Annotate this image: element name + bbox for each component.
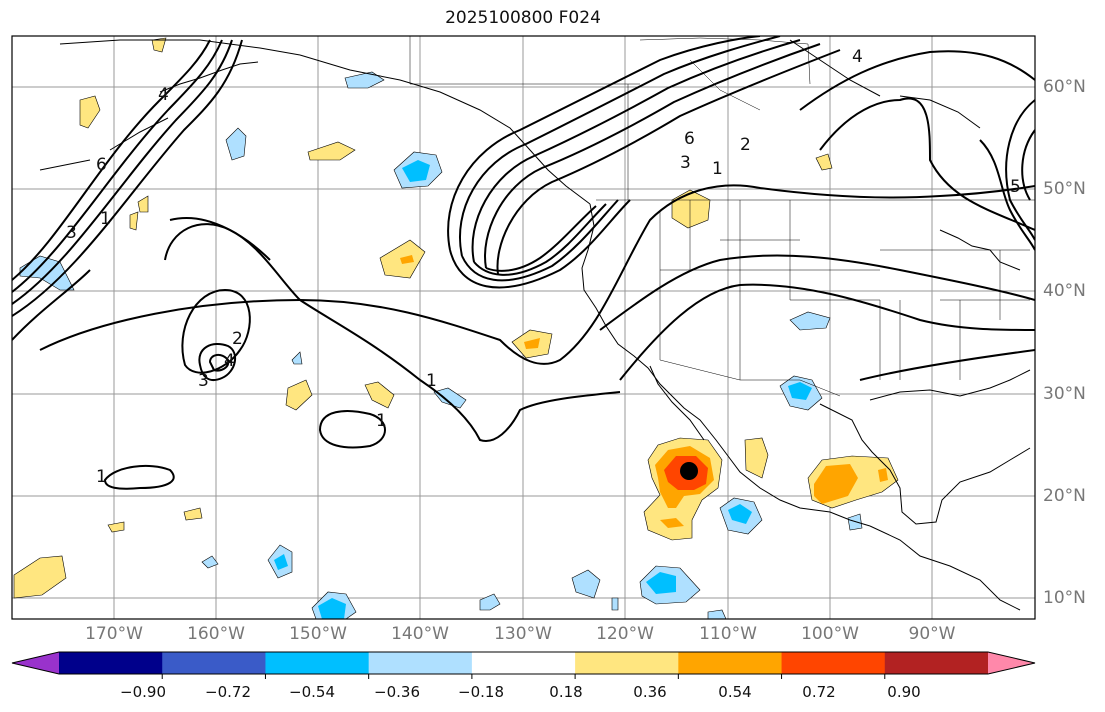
coastlines xyxy=(39,39,1031,611)
colorbar-tick-label: −0.72 xyxy=(205,683,251,701)
lon-label-90w: 90°W xyxy=(908,624,956,644)
contour-label: 1 xyxy=(100,209,111,229)
anomaly-fills xyxy=(13,37,899,619)
contour-label: 6 xyxy=(96,155,107,175)
colorbar-bin xyxy=(162,652,266,674)
contour-label: 1 xyxy=(376,411,387,431)
colorbar-bin xyxy=(471,652,576,674)
lon-label-150w: 150°W xyxy=(289,624,347,644)
graticule xyxy=(12,36,1035,619)
colorbar-bin xyxy=(265,652,370,674)
map-title: 2025100800 F024 xyxy=(445,8,601,28)
lat-label-20n: 20°N xyxy=(1043,486,1086,506)
colorbar-extend-max xyxy=(988,652,1035,674)
colorbar-tick-label: −0.18 xyxy=(458,683,504,701)
colorbar-bin xyxy=(781,652,886,674)
colorbar-bin xyxy=(678,652,783,674)
contour-lines xyxy=(12,36,1035,490)
colorbar xyxy=(11,651,1036,679)
colorbar-bin xyxy=(59,652,163,674)
lon-label-100w: 100°W xyxy=(801,624,859,644)
storm-center-marker xyxy=(680,462,698,480)
colorbar-tick-label: 0.72 xyxy=(802,683,836,701)
map-frame xyxy=(11,35,1036,620)
colorbar-tick-label: 0.54 xyxy=(718,683,752,701)
colorbar-extend-min xyxy=(12,652,59,674)
lat-label-40n: 40°N xyxy=(1043,281,1086,301)
contour-label: 1 xyxy=(712,159,723,179)
contour-label: 3 xyxy=(66,223,77,243)
contour-label: 6 xyxy=(684,129,695,149)
lat-label-30n: 30°N xyxy=(1043,384,1086,404)
colorbar-bin xyxy=(575,652,679,674)
colorbar-bin xyxy=(884,652,989,674)
contour-label: 2 xyxy=(740,135,751,155)
lat-label-50n: 50°N xyxy=(1043,179,1086,199)
colorbar-tick-label: −0.90 xyxy=(120,683,166,701)
colorbar-outline xyxy=(11,651,1036,675)
colorbar-tick-label: 0.36 xyxy=(633,683,667,701)
lon-label-170w: 170°W xyxy=(85,624,143,644)
colorbar-tick-label: −0.54 xyxy=(289,683,335,701)
lon-label-160w: 160°W xyxy=(187,624,245,644)
contour-label: 4 xyxy=(158,85,169,105)
lat-label-10n: 10°N xyxy=(1043,588,1086,608)
lon-label-110w: 110°W xyxy=(699,624,757,644)
lat-label-60n: 60°N xyxy=(1043,77,1086,97)
lon-label-140w: 140°W xyxy=(391,624,449,644)
contour-label: 5 xyxy=(1010,177,1021,197)
lon-label-120w: 120°W xyxy=(596,624,654,644)
colorbar-tick-label: −0.36 xyxy=(374,683,420,701)
contour-label: 4 xyxy=(852,47,863,67)
lon-label-130w: 130°W xyxy=(494,624,552,644)
contour-label: 3 xyxy=(198,371,209,391)
political-borders xyxy=(409,36,1035,397)
colorbar-tick-label: 0.90 xyxy=(887,683,921,701)
colorbar-bin xyxy=(368,652,473,674)
contour-label-group: 6 3 1 4 2 4 3 1 1 1 6 3 1 2 4 5 xyxy=(66,47,1021,487)
contour-label: 2 xyxy=(232,329,243,349)
contour-label: 4 xyxy=(224,351,235,371)
colorbar-tick-label: 0.18 xyxy=(549,683,583,701)
contour-label: 1 xyxy=(426,371,437,391)
contour-label: 3 xyxy=(680,153,691,173)
contour-label: 1 xyxy=(96,467,107,487)
